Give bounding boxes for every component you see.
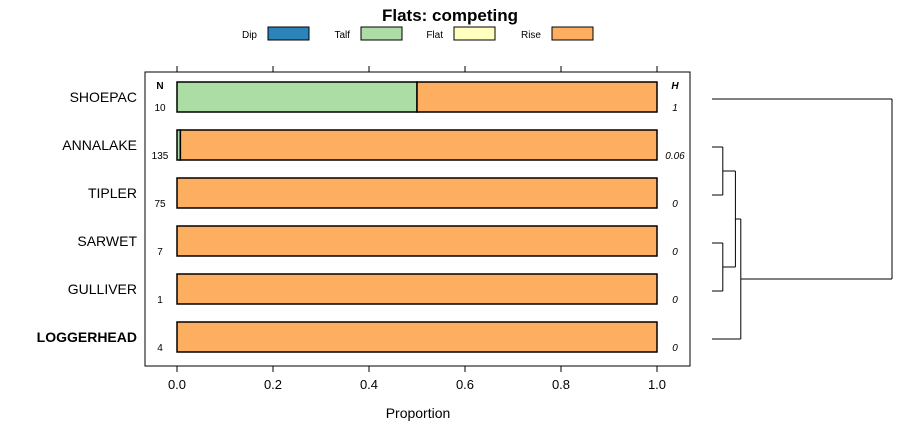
n-column-header: N <box>156 81 163 92</box>
n-value-annalake: 135 <box>152 151 169 162</box>
category-label-loggerhead: LOGGERHEAD <box>37 329 137 345</box>
category-label-annalake: ANNALAKE <box>62 137 137 153</box>
h-value-shoepac: 1 <box>672 103 678 114</box>
h-value-tipler: 0 <box>672 199 678 210</box>
bar-segment-rise-gulliver <box>176 273 658 305</box>
category-label-tipler: TIPLER <box>88 185 137 201</box>
bar-segment-rise-sarwet <box>176 225 658 257</box>
bar-segment-rise-loggerhead <box>176 321 658 353</box>
dendrogram <box>712 98 893 340</box>
x-tick-label: 1.0 <box>648 377 666 392</box>
n-value-loggerhead: 4 <box>157 343 163 354</box>
bar-segment-rise-annalake <box>179 129 658 161</box>
x-axis-label: Proportion <box>386 405 451 421</box>
x-tick-label: 0.6 <box>456 377 474 392</box>
x-tick-label: 0.4 <box>360 377 378 392</box>
n-value-tipler: 75 <box>154 199 166 210</box>
x-tick-label: 0.8 <box>552 377 570 392</box>
x-tick-label: 0.0 <box>168 377 186 392</box>
h-column-header: H <box>671 81 679 92</box>
chart-title: Flats: competing <box>382 6 518 25</box>
legend-swatch-rise <box>551 26 594 41</box>
h-value-sarwet: 0 <box>672 247 678 258</box>
bar-segment-talf-shoepac <box>176 81 418 113</box>
x-axis: 0.0 0.2 0.4 0.6 0.8 1.0 <box>168 66 666 392</box>
plot-panel <box>144 71 691 367</box>
category-label-gulliver: GULLIVER <box>68 281 137 297</box>
bar-segment-rise-tipler <box>176 177 658 209</box>
n-value-sarwet: 7 <box>157 247 163 258</box>
h-value-gulliver: 0 <box>672 295 678 306</box>
legend-swatch-talf <box>360 26 403 41</box>
legend-label-flat: Flat <box>426 30 443 41</box>
x-tick-label: 0.2 <box>264 377 282 392</box>
n-value-gulliver: 1 <box>157 295 163 306</box>
legend-swatch-flat <box>453 26 496 41</box>
legend-label-dip: Dip <box>242 30 257 41</box>
legend-label-talf: Talf <box>334 30 350 41</box>
bar-segment-rise-shoepac <box>416 81 658 113</box>
legend-label-rise: Rise <box>521 30 541 41</box>
h-value-loggerhead: 0 <box>672 343 678 354</box>
n-value-shoepac: 10 <box>154 103 166 114</box>
category-label-sarwet: SARWET <box>77 233 137 249</box>
legend-swatch-dip <box>267 26 310 41</box>
h-value-annalake: 0.06 <box>665 151 685 162</box>
legend: Dip Talf Flat Rise <box>242 26 594 41</box>
category-label-shoepac: SHOEPAC <box>70 89 137 105</box>
